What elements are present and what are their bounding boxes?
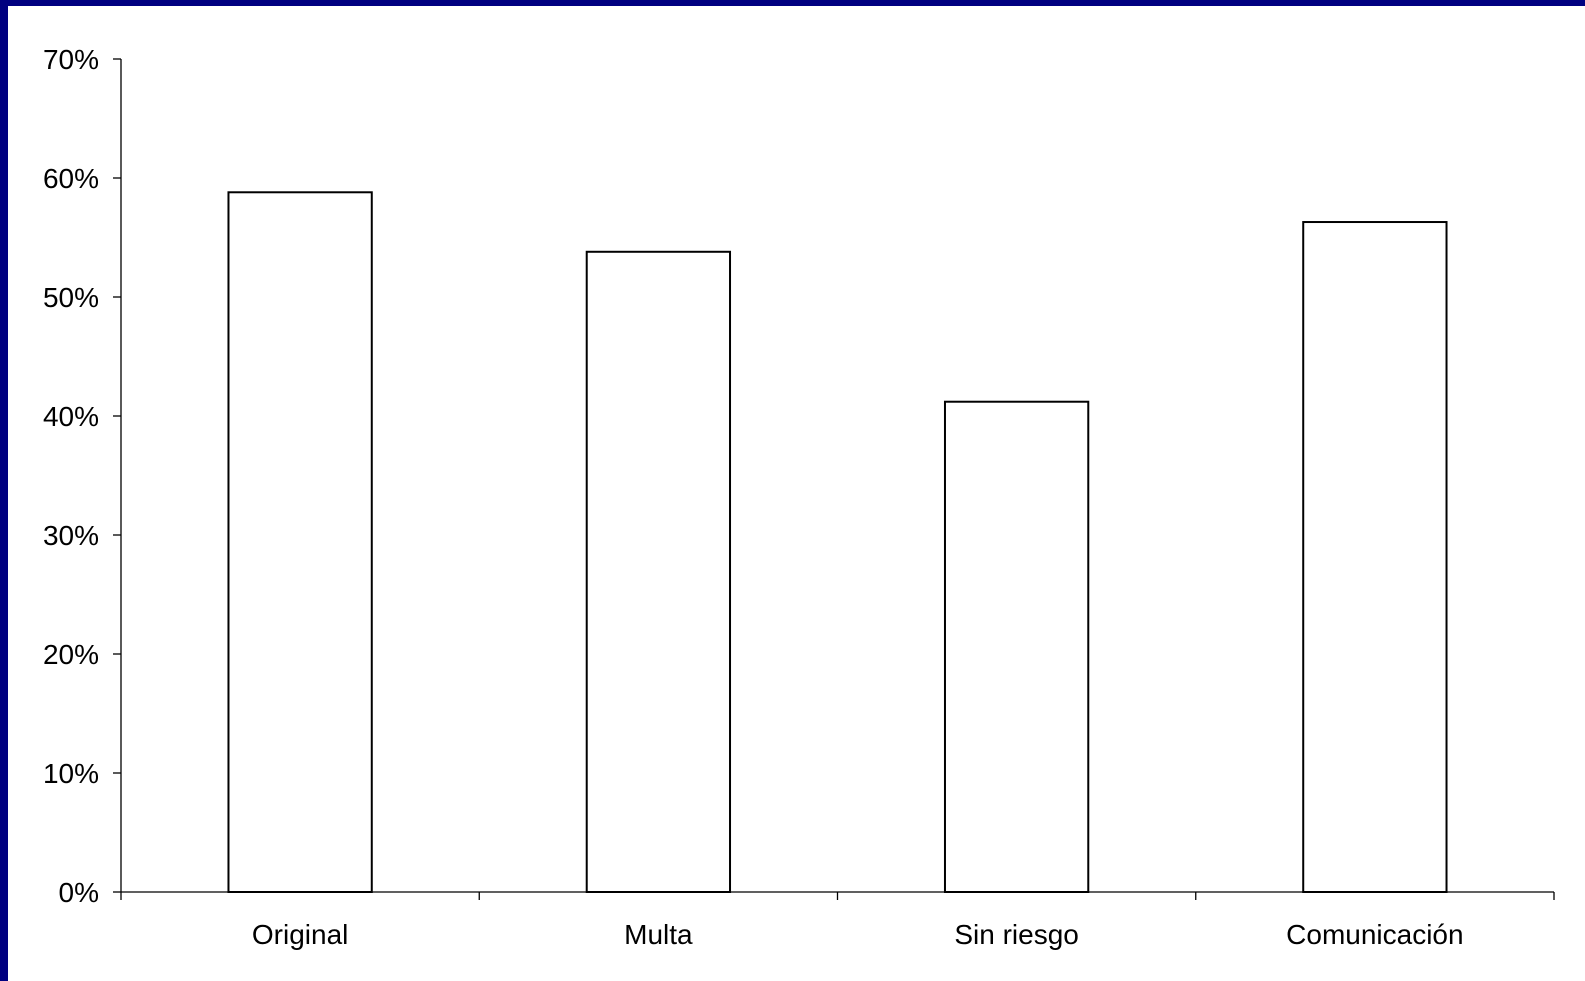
y-tick-label: 60% [43, 163, 99, 194]
y-tick-label: 20% [43, 639, 99, 670]
x-tick-label: Multa [624, 919, 693, 950]
x-tick-label: Comunicación [1286, 919, 1463, 950]
x-tick-label: Original [252, 919, 348, 950]
y-tick-label: 0% [59, 877, 99, 908]
y-tick-label: 30% [43, 520, 99, 551]
bar-original [227, 191, 373, 893]
y-tick-label: 70% [43, 44, 99, 75]
y-axis: 0% 10% 20% 30% 40% 50% 60% 70% [43, 44, 122, 908]
y-tick-label: 50% [43, 282, 99, 313]
bar-multa [585, 250, 732, 893]
x-axis: Original Multa Sin riesgo Comunicación [120, 891, 1555, 950]
bars [227, 191, 1448, 893]
y-tick-label: 10% [43, 758, 99, 789]
x-tick-label: Sin riesgo [954, 919, 1079, 950]
bar-sin-riesgo [943, 400, 1090, 893]
y-tick-label: 40% [43, 401, 99, 432]
bar-comunicación [1302, 221, 1448, 893]
